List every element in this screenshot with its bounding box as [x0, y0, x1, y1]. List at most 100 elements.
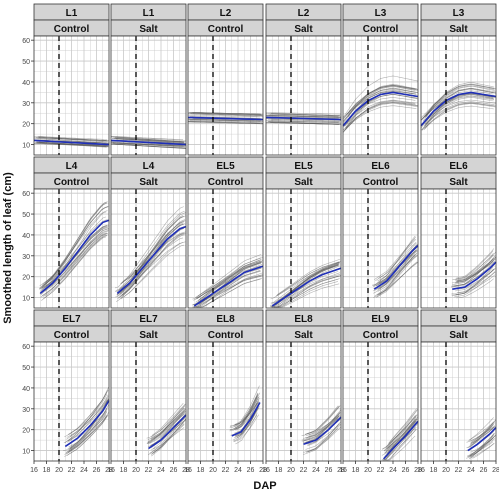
individual-plant-line — [40, 232, 107, 290]
individual-plant-line — [198, 257, 262, 301]
y-tick-label: 50 — [22, 365, 30, 372]
individual-plant-line — [63, 407, 108, 451]
individual-plant-line — [35, 142, 108, 147]
facet-treatment-label: Control — [208, 177, 244, 188]
individual-plant-line — [308, 412, 341, 437]
individual-plant-line — [197, 262, 261, 297]
x-tick-label: 26 — [93, 467, 101, 474]
individual-plant-line — [68, 404, 110, 453]
individual-plant-line — [34, 142, 107, 148]
facet-leaf-label: L1 — [66, 8, 78, 19]
individual-plant-line — [452, 258, 494, 287]
individual-plant-line — [376, 254, 418, 298]
individual-plant-line — [266, 115, 339, 118]
individual-plant-line — [69, 408, 108, 450]
individual-plant-line — [44, 233, 108, 292]
individual-plant-line — [270, 275, 339, 307]
individual-plant-line — [187, 118, 263, 122]
individual-plant-line — [343, 101, 416, 132]
panel: L1 Control 10 20 30 40 50 60 — [22, 3, 110, 156]
individual-plant-line — [120, 215, 184, 295]
individual-plant-line — [347, 90, 417, 116]
x-tick-label: 16 — [30, 467, 38, 474]
individual-plant-line — [146, 407, 185, 439]
individual-plant-line — [110, 143, 187, 149]
x-tick-label: 24 — [157, 467, 165, 474]
individual-plant-line — [66, 415, 108, 453]
individual-plant-line — [189, 116, 262, 119]
individual-plant-line — [229, 393, 259, 431]
x-tick-label: 22 — [300, 467, 308, 474]
individual-plant-line — [265, 113, 341, 117]
individual-plant-line — [67, 394, 109, 443]
mean-series-line — [383, 420, 419, 460]
panel-border — [110, 35, 187, 156]
mean-series-line — [148, 414, 187, 450]
individual-plant-line — [268, 113, 341, 116]
individual-plant-line — [110, 143, 187, 149]
facet-leaf-label: EL7 — [139, 314, 158, 325]
individual-plant-line — [111, 136, 184, 140]
individual-plant-line — [265, 122, 342, 125]
facet-treatment-label: Salt — [294, 330, 313, 341]
individual-plant-line — [374, 254, 416, 297]
individual-plant-line — [41, 235, 107, 301]
individual-plant-line — [198, 268, 262, 305]
y-tick-label: 30 — [22, 254, 30, 261]
individual-plant-line — [470, 426, 496, 444]
x-tick-label: 28 — [337, 467, 345, 474]
individual-plant-line — [265, 115, 342, 118]
facet-leaf-label: EL5 — [216, 161, 235, 172]
individual-plant-line — [303, 427, 339, 453]
individual-plant-line — [196, 260, 263, 299]
individual-plant-line — [63, 390, 108, 444]
individual-plant-line — [112, 136, 185, 143]
individual-plant-line — [384, 421, 416, 452]
individual-plant-line — [466, 435, 496, 457]
mean-series-line — [373, 244, 419, 290]
individual-plant-line — [344, 105, 417, 130]
individual-plant-line — [69, 398, 108, 438]
individual-plant-line — [266, 120, 339, 123]
individual-plant-line — [37, 136, 107, 141]
x-tick-label: 26 — [247, 467, 255, 474]
individual-plant-line — [191, 112, 261, 115]
x-tick-label: 16 — [417, 467, 425, 474]
individual-plant-line — [451, 256, 496, 284]
facet-treatment-label: Control — [54, 330, 90, 341]
individual-plant-line — [42, 228, 109, 297]
individual-plant-line — [188, 118, 261, 122]
individual-plant-line — [377, 261, 418, 296]
individual-plant-line — [424, 94, 494, 123]
y-tick-label: 50 — [22, 59, 30, 66]
individual-plant-line — [234, 414, 258, 437]
individual-plant-line — [38, 137, 108, 142]
individual-plant-line — [187, 113, 264, 117]
individual-plant-line — [270, 261, 340, 304]
individual-plant-line — [373, 252, 418, 298]
individual-plant-line — [35, 137, 108, 142]
individual-plant-line — [456, 257, 495, 282]
mean-series-line — [342, 91, 419, 127]
individual-plant-line — [111, 138, 184, 143]
individual-plant-line — [377, 262, 419, 295]
individual-plant-line — [469, 422, 495, 448]
individual-plant-line — [304, 406, 340, 435]
individual-plant-line — [236, 408, 259, 437]
facet-leaf-label: EL9 — [371, 314, 390, 325]
individual-plant-line — [343, 84, 416, 122]
individual-plant-line — [113, 138, 186, 144]
individual-plant-line — [149, 423, 185, 454]
panel-border — [342, 188, 419, 309]
individual-plant-line — [38, 206, 108, 290]
individual-plant-line — [118, 232, 185, 299]
individual-plant-line — [69, 410, 108, 450]
individual-plant-line — [234, 409, 258, 437]
panel: L4 Control 10 20 30 40 50 60 — [22, 156, 110, 309]
individual-plant-line — [122, 223, 185, 282]
panel-border — [33, 35, 110, 156]
individual-plant-line — [472, 442, 495, 459]
individual-plant-line — [121, 244, 185, 299]
x-tick-label: 22 — [377, 467, 385, 474]
facet-treatment-label: Salt — [139, 24, 158, 35]
